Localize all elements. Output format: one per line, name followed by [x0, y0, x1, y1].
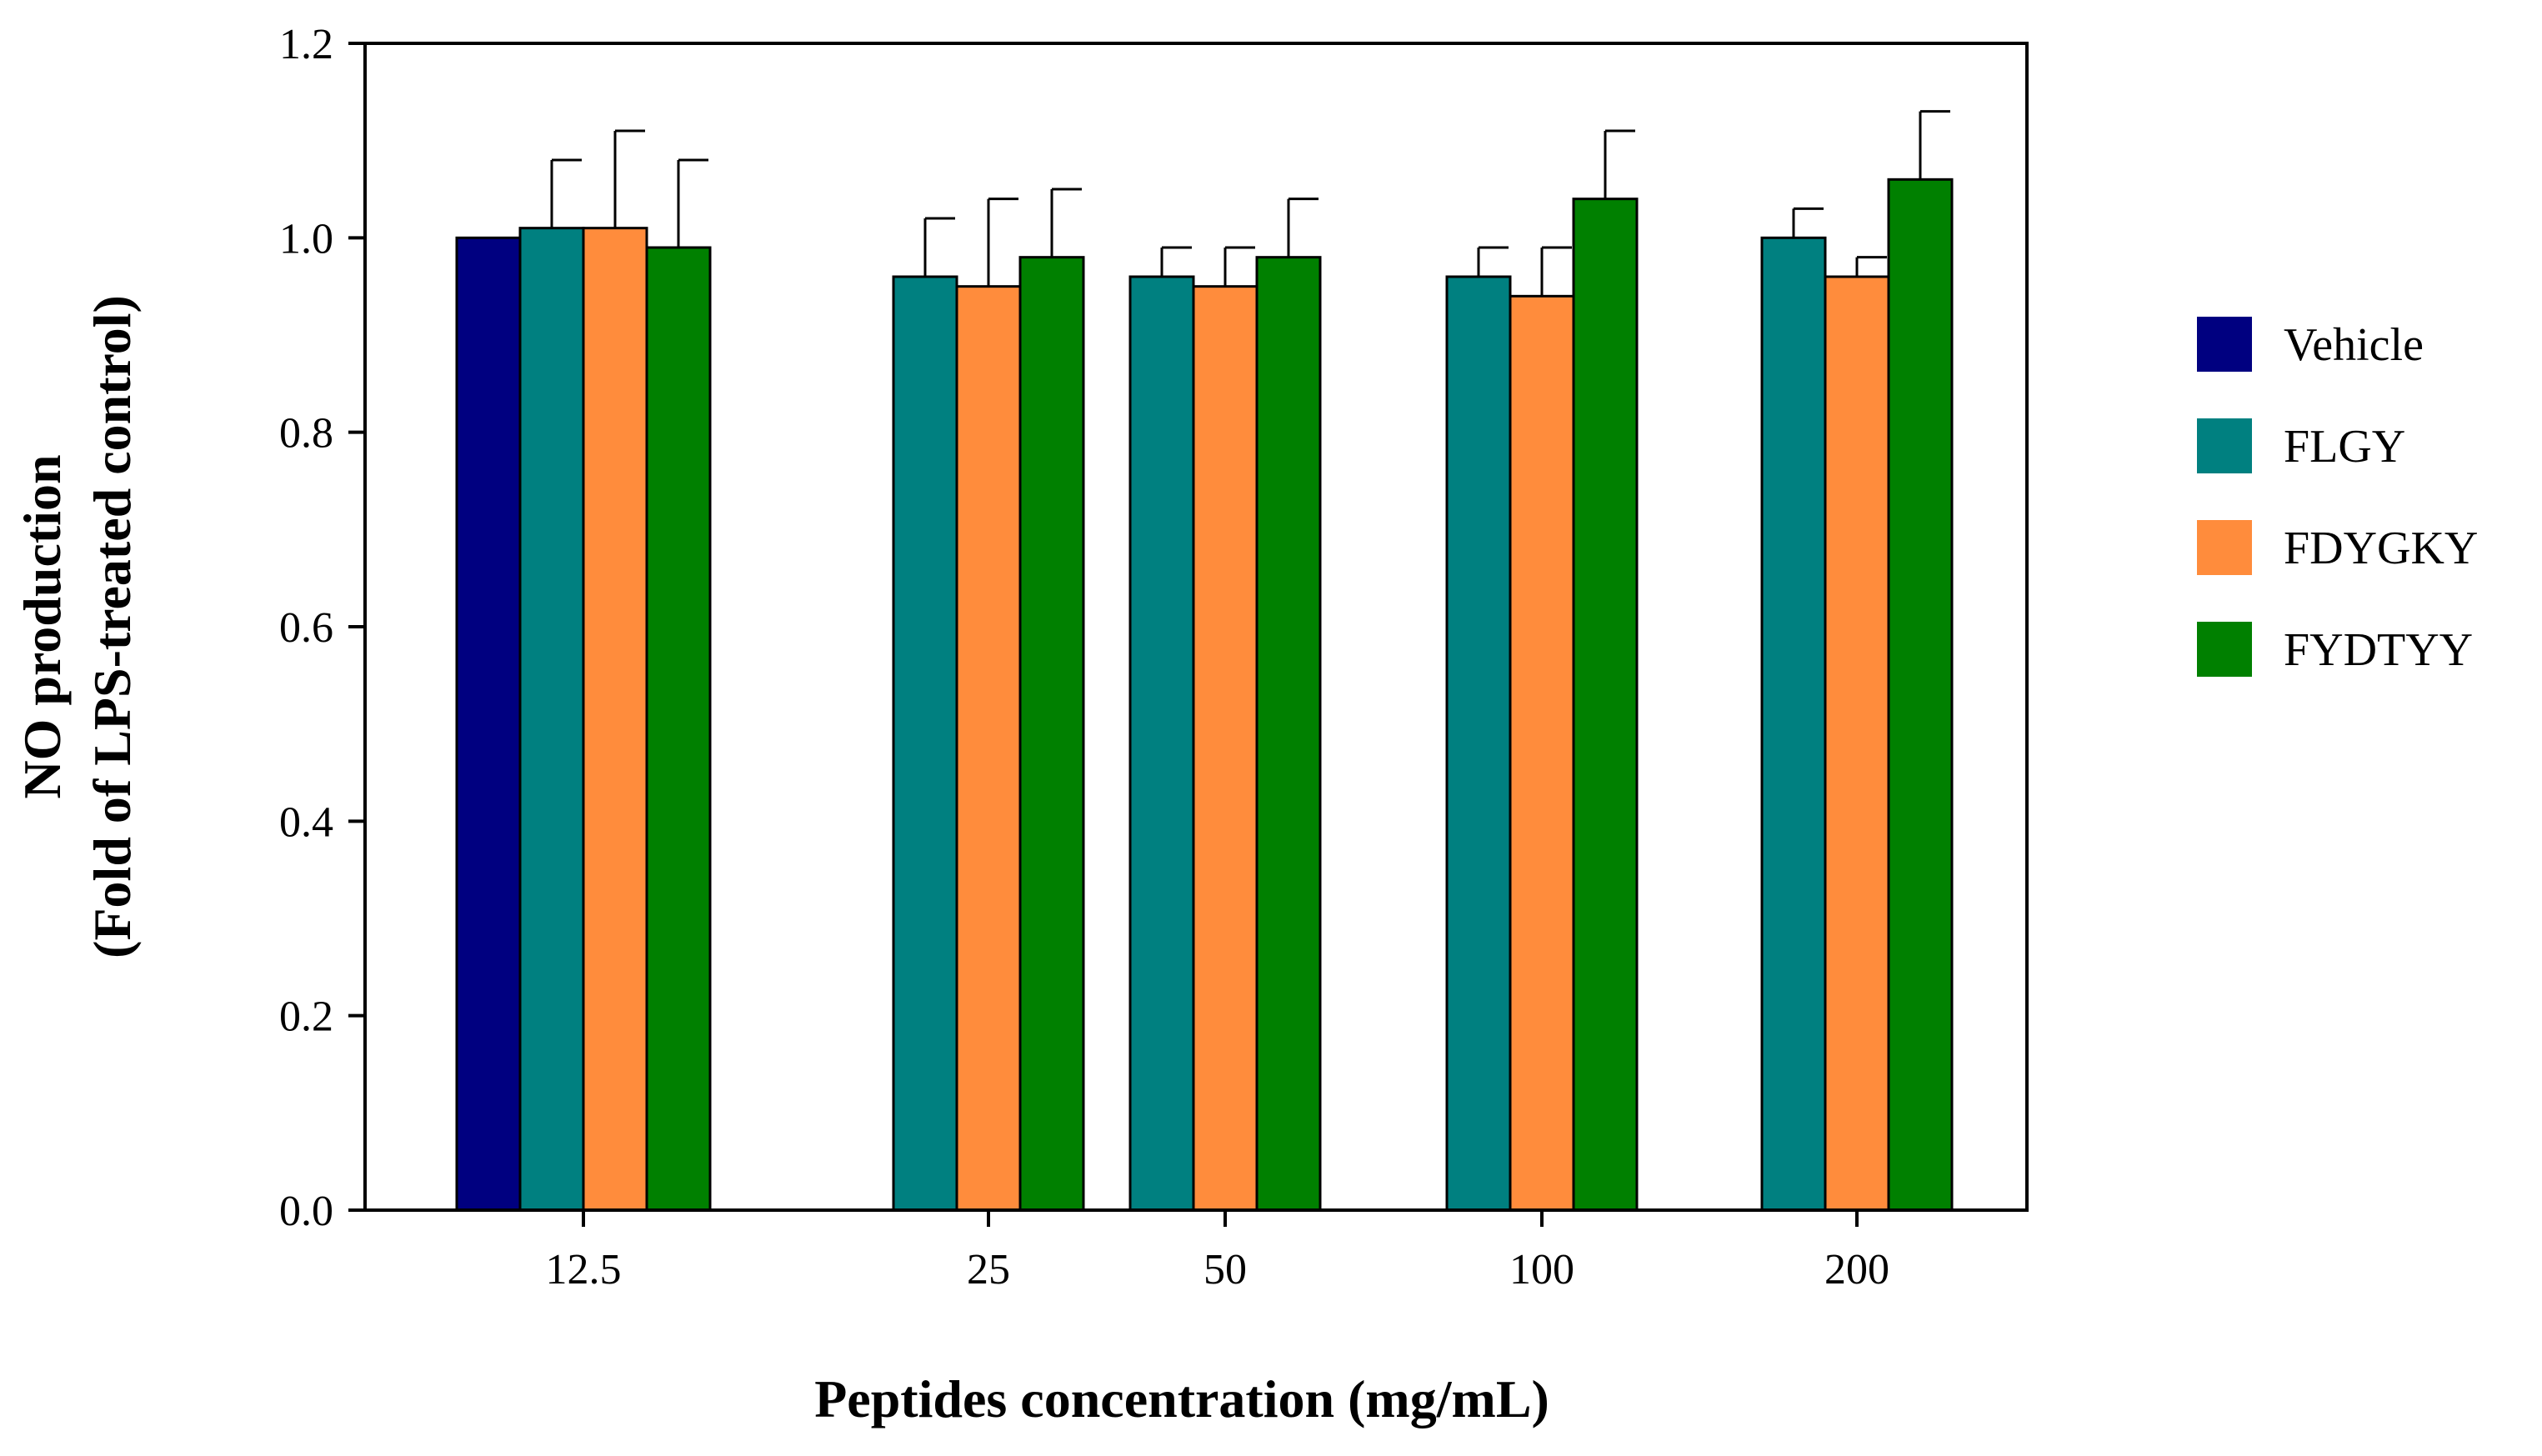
legend-item-flgy: FLGY [2197, 418, 2405, 473]
x-tick-label: 25 [967, 1246, 1010, 1293]
bar-fydtyy-200 [1887, 178, 1954, 1212]
y-axis: 0.0 0.2 0.4 0.6 0.8 1.0 1.2 [279, 21, 365, 1235]
legend-swatch [2197, 622, 2252, 677]
legend-swatch [2197, 418, 2252, 473]
legend-item-fdygky: FDYGKY [2197, 520, 2478, 575]
x-axis: 12.5 25 50 100 200 [546, 1210, 1889, 1293]
y-axis-title-line1: NO production [13, 454, 72, 798]
error-bar-flgy-25 [923, 217, 955, 277]
legend-label: FDYGKY [2284, 523, 2478, 574]
error-bar-fdygky-100 [1540, 246, 1572, 297]
bar-fydtyy-25 [1018, 256, 1085, 1212]
error-bars-layer [550, 110, 1950, 297]
y-tick-label: 0.4 [279, 798, 333, 846]
legend-label: FYDTYY [2284, 624, 2473, 676]
bar-fydtyy-12.5 [645, 246, 712, 1212]
legend-item-fydtyy: FYDTYY [2197, 622, 2473, 677]
error-bar-flgy-50 [1160, 246, 1192, 277]
legend-swatch [2197, 520, 2252, 575]
y-tick-label: 1.0 [279, 215, 333, 263]
error-bar-fdygky-50 [1223, 246, 1255, 287]
bar-vehicle-12.5 [455, 236, 522, 1212]
bar-fydtyy-50 [1255, 256, 1322, 1212]
bar-fdygky-12.5 [582, 227, 648, 1212]
bars-layer [455, 178, 1954, 1212]
x-tick-label: 12.5 [546, 1246, 622, 1293]
legend-swatch [2197, 317, 2252, 372]
x-tick-label: 50 [1203, 1246, 1247, 1293]
error-bar-fydtyy-100 [1604, 129, 1635, 199]
error-bar-fdygky-25 [987, 198, 1018, 287]
error-bar-flgy-100 [1477, 246, 1509, 277]
error-bar-fydtyy-50 [1287, 198, 1319, 258]
y-tick-label: 0.2 [279, 993, 333, 1041]
error-bar-flgy-200 [1792, 207, 1824, 238]
y-tick-label: 0.8 [279, 410, 333, 458]
bar-fydtyy-100 [1572, 198, 1639, 1212]
y-axis-title: NO production (Fold of LPS-treated contr… [13, 295, 142, 958]
error-bar-flgy-12.5 [550, 158, 582, 228]
error-bar-fdygky-12.5 [613, 129, 645, 228]
bar-flgy-200 [1760, 236, 1827, 1212]
legend-item-vehicle: Vehicle [2197, 317, 2424, 372]
x-axis-title: Peptides concentration (mg/mL) [814, 1369, 1549, 1428]
error-bar-fdygky-200 [1855, 256, 1887, 277]
bar-fdygky-200 [1824, 275, 1890, 1212]
bar-flgy-50 [1128, 275, 1195, 1212]
bar-flgy-100 [1445, 275, 1512, 1212]
error-bar-fydtyy-12.5 [677, 158, 708, 248]
bar-fdygky-50 [1192, 285, 1258, 1212]
x-tick-label: 200 [1824, 1246, 1889, 1293]
bar-fdygky-25 [955, 285, 1022, 1212]
bar-flgy-12.5 [518, 227, 585, 1212]
error-bar-fydtyy-25 [1050, 188, 1082, 258]
y-tick-label: 0.6 [279, 604, 333, 652]
legend-label: FLGY [2284, 421, 2405, 473]
y-tick-label: 0.0 [279, 1188, 333, 1235]
y-axis-title-line2: (Fold of LPS-treated control) [83, 295, 142, 958]
y-tick-label: 1.2 [279, 21, 333, 68]
bar-fdygky-100 [1509, 294, 1575, 1212]
legend: Vehicle FLGY FDYGKY FYDTYY [2197, 317, 2478, 677]
x-tick-label: 100 [1509, 1246, 1574, 1293]
legend-label: Vehicle [2284, 319, 2424, 371]
bar-flgy-25 [892, 275, 958, 1212]
error-bar-fydtyy-200 [1919, 110, 1950, 180]
